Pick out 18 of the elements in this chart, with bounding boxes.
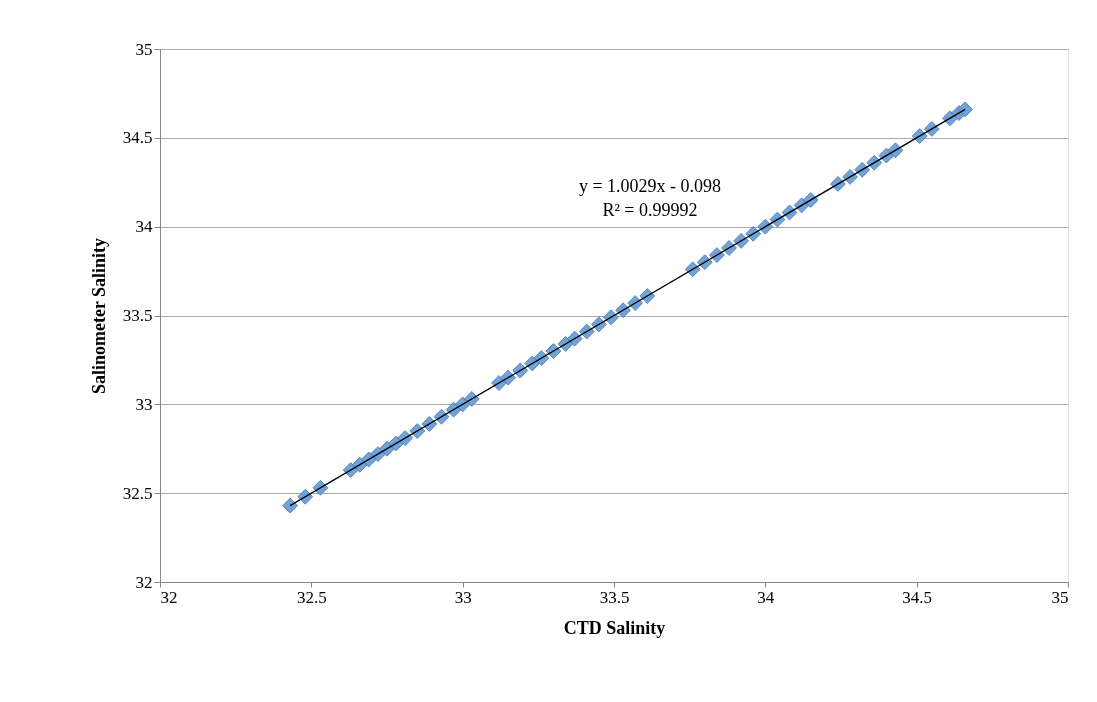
- x-tick-label: 32: [160, 587, 178, 607]
- x-axis-title: CTD Salinity: [563, 617, 666, 638]
- y-tick-label: 32.5: [122, 483, 153, 503]
- x-tick-label: 33: [454, 587, 472, 607]
- y-tick-label: 34.5: [122, 128, 153, 148]
- annotation: R² = 0.99992: [602, 200, 698, 220]
- y-axis-title: Salinometer Salinity: [88, 237, 109, 395]
- y-tick-label: 35: [135, 39, 153, 59]
- x-tick-label: 33.5: [599, 587, 630, 607]
- annotation: y = 1.0029x - 0.098: [578, 176, 722, 196]
- y-tick-label: 34: [135, 217, 153, 237]
- x-tick-label: 35: [1051, 587, 1069, 607]
- x-tick-label: 32.5: [296, 587, 327, 607]
- y-tick-label: 32: [135, 572, 153, 592]
- x-tick-label: 34.5: [902, 587, 933, 607]
- y-tick-label: 33.5: [122, 306, 153, 325]
- y-tick-label: 33: [135, 394, 153, 414]
- x-tick-label: 34: [757, 587, 775, 607]
